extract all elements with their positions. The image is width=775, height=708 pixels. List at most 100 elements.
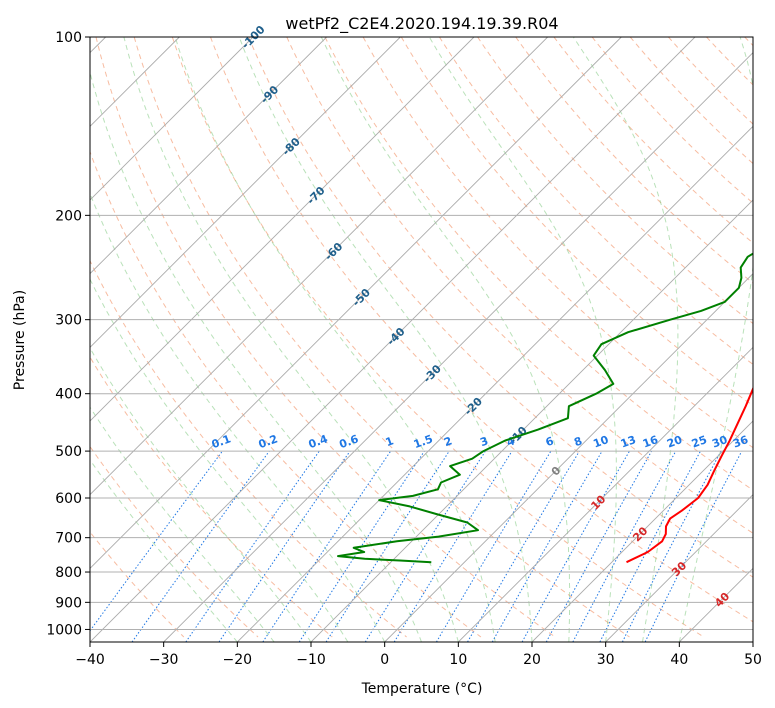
x-tick-label: 0 (380, 652, 389, 668)
isotherm (531, 420, 753, 642)
moist-adiabat (123, 37, 459, 642)
moist-adiabat (572, 37, 679, 642)
dry-adiabat (95, 37, 556, 638)
mixing-ratio-line (298, 450, 425, 642)
dry-adiabat (438, 37, 753, 365)
mixing-ratio-line (218, 450, 351, 642)
mixing-ratio-line (545, 450, 653, 642)
mixing-ratio-label: 3 (478, 434, 490, 449)
mixing-ratio-label: 4 (505, 434, 517, 449)
x-tick-label: −30 (149, 652, 179, 668)
mixing-ratio-label: 0.4 (307, 432, 330, 451)
plot-frame (89, 36, 754, 643)
isotherm (679, 567, 753, 642)
mixing-ratio-line (621, 450, 722, 642)
dry-adiabat (210, 37, 753, 623)
y-tick-label: 100 (55, 30, 82, 46)
mixing-ratio-line (364, 450, 486, 642)
mixing-ratio-label: 10 (591, 433, 610, 451)
moist-adiabat (90, 70, 422, 642)
isotherm (163, 52, 753, 642)
dry-adiabat (90, 150, 482, 638)
dry-adiabat (706, 37, 753, 86)
dry-adiabat (744, 37, 753, 47)
x-tick-label: 10 (449, 652, 467, 668)
moist-adiabat (174, 37, 496, 642)
mixing-ratio-label: 0.1 (210, 432, 233, 451)
dry-adiabat (400, 37, 753, 407)
y-tick-label: 900 (55, 595, 82, 611)
dry-adiabat (629, 37, 753, 165)
dry-adiabat (90, 259, 407, 638)
pressure-gridlines (90, 37, 753, 630)
isotherm (90, 37, 622, 569)
mixing-ratio-label: 13 (619, 433, 638, 450)
y-tick-label: 700 (55, 531, 82, 547)
dry-adiabat (362, 37, 753, 449)
mixing-ratio-line (521, 450, 630, 642)
x-tick-label: 20 (523, 652, 541, 668)
dry-adiabat (90, 356, 333, 638)
chart-title: wetPf2_C2E4.2020.194.19.39.R04 (285, 14, 558, 34)
mixing-ratio-line (393, 450, 513, 642)
dry-adiabat (90, 445, 259, 638)
y-axis: 1000 900 800 700 600 500 400 300 200 100 (46, 30, 90, 638)
dewpoint-line (337, 252, 753, 564)
mixing-ratio-label: 0.6 (338, 432, 361, 451)
dry-adiabat (90, 531, 185, 638)
x-axis: −40 −30 −20 −10 0 10 20 30 40 50 (75, 642, 762, 668)
y-tick-label: 500 (55, 444, 82, 460)
mixing-ratio-line (435, 450, 552, 642)
mixing-ratio-label: 16 (641, 433, 660, 451)
isotherm-label: -90 (258, 83, 281, 106)
profile-series (337, 252, 753, 564)
isotherm (310, 199, 753, 642)
mixing-ratio-label: 1 (384, 434, 396, 449)
mixing-ratio-label: 25 (690, 433, 709, 450)
moist-adiabat (90, 192, 386, 642)
isotherm (90, 37, 401, 348)
dry-adiabat (248, 37, 753, 578)
y-tick-label: 600 (55, 491, 82, 507)
isotherm (90, 37, 475, 422)
isotherm (237, 125, 753, 642)
moist-adiabat (90, 459, 238, 642)
mixing-ratio-line (644, 450, 743, 642)
mixing-ratio-line (262, 450, 392, 642)
dry-adiabat (171, 37, 705, 638)
mixing-ratio-label: 1.5 (412, 432, 435, 451)
y-tick-label: 1000 (46, 622, 82, 638)
mixing-ratio-line (90, 450, 223, 632)
mixing-ratio-labels: 0.1 0.2 0.4 0.6 1 1.5 2 3 4 6 8 10 13 16 20 25 30 36 (210, 432, 751, 451)
x-axis-label: Temperature (°C) (361, 681, 483, 697)
mixing-ratio-line (572, 450, 677, 642)
mixing-ratio-label: 6 (544, 434, 556, 449)
isotherm (90, 37, 548, 496)
x-tick-label: 30 (597, 652, 615, 668)
background-lines (90, 37, 753, 642)
y-tick-label: 300 (55, 313, 82, 329)
x-tick-label: −20 (223, 652, 253, 668)
mixing-ratio-line (467, 450, 580, 642)
mixing-ratio-label: 30 (710, 433, 729, 451)
x-tick-label: 40 (670, 652, 688, 668)
isotherm (90, 37, 327, 275)
isotherm-label: -40 (384, 325, 407, 348)
moist-adiabat (678, 37, 753, 642)
isotherm-label: -60 (322, 240, 345, 263)
mixing-ratio-label: 2 (442, 434, 454, 449)
mixing-ratio-line (325, 450, 450, 642)
dry-adiabat (324, 37, 753, 491)
isotherm-label: 10 (588, 492, 608, 512)
isotherm-label: -20 (462, 395, 485, 418)
moist-adiabat (90, 406, 275, 642)
isotherm (384, 273, 753, 642)
y-axis-label: Pressure (hPa) (12, 290, 28, 390)
x-tick-label: −40 (75, 652, 105, 668)
x-tick-label: −10 (296, 652, 326, 668)
dry-adiabat (553, 37, 753, 244)
isotherm-label: -50 (350, 286, 373, 309)
isotherm (90, 37, 696, 642)
moist-adiabat (90, 347, 312, 642)
moist-adiabat (428, 37, 617, 642)
